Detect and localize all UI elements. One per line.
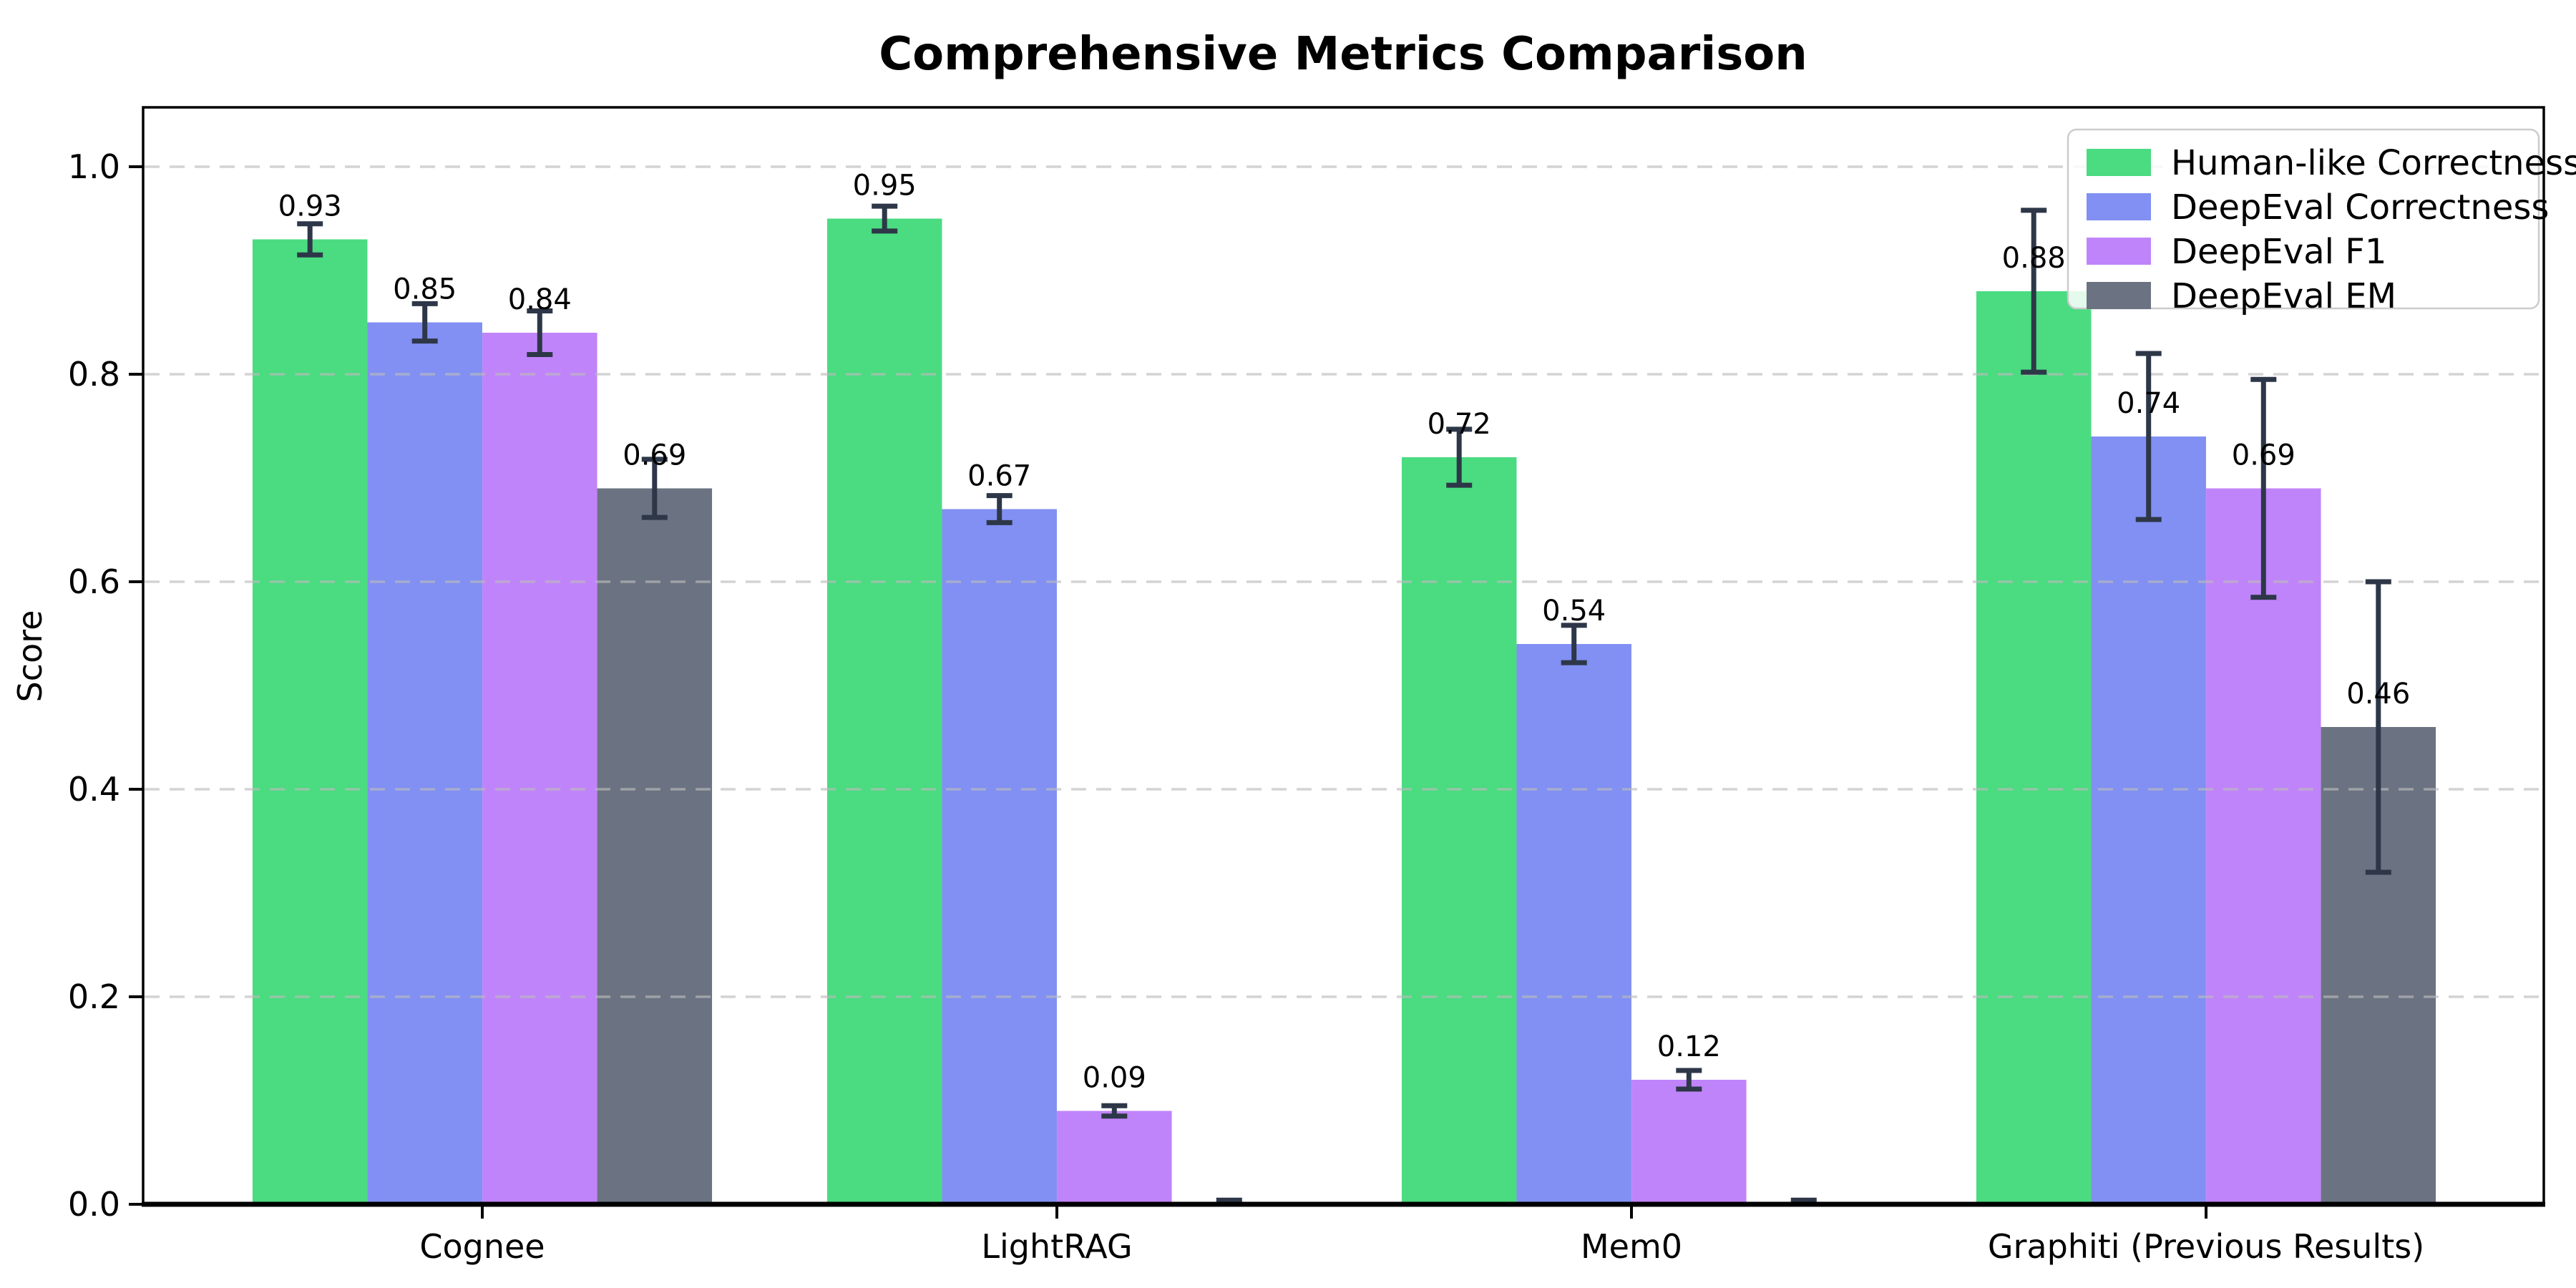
bar: [1631, 1080, 1747, 1204]
legend-label: DeepEval F1: [2171, 232, 2386, 272]
legend-label: Human-like Correctness: [2171, 143, 2576, 183]
legend-box: [2067, 128, 2540, 310]
chart-title: Comprehensive Metrics Comparison: [879, 28, 1807, 81]
bar-value-label: 0.69: [2232, 439, 2296, 472]
legend-label: DeepEval EM: [2171, 276, 2396, 316]
y-axis-label: Score: [11, 610, 49, 703]
legend-swatch: [2087, 238, 2151, 265]
bar: [826, 218, 942, 1204]
bar-value-label: 0.95: [853, 170, 917, 203]
bar-value-label: 0.84: [508, 283, 572, 316]
y-tick-label: 0.0: [68, 1185, 120, 1224]
bar: [1057, 1111, 1172, 1204]
bar: [2091, 436, 2206, 1204]
bar-value-label: 0.72: [1428, 408, 1491, 441]
bar: [942, 509, 1057, 1204]
x-tick-label: Mem0: [1581, 1227, 1682, 1266]
y-tick-label: 0.8: [68, 355, 120, 394]
bar-value-label: 0.74: [2117, 387, 2180, 420]
x-tick-label: LightRAG: [981, 1227, 1132, 1266]
bar-value-label: 0.67: [967, 460, 1031, 493]
bar-value-label: 0.12: [1657, 1030, 1721, 1063]
y-tick-label: 0.2: [68, 977, 120, 1016]
bar: [482, 333, 597, 1204]
bar: [597, 488, 713, 1204]
bar-value-label: 0.93: [278, 190, 342, 223]
bar: [252, 239, 368, 1204]
x-tick-label: Graphiti (Previous Results): [1988, 1227, 2424, 1266]
bar: [1516, 644, 1631, 1204]
legend-swatch: [2087, 193, 2151, 220]
bar-value-label: 0.85: [393, 273, 457, 306]
bar-value-label: 0.69: [623, 439, 686, 472]
bar-value-label: 0.09: [1083, 1062, 1146, 1095]
legend-swatch: [2087, 282, 2151, 309]
x-tick-label: Cognee: [419, 1227, 545, 1266]
plot-area: 0.93 0.95 0.72 0.88 0.85 0.67 0.54 0.74 0.84 0.09…: [68, 106, 2576, 1266]
bar: [2206, 488, 2321, 1204]
legend-label: DeepEval Correctness: [2171, 187, 2549, 228]
bar-value-label: 0.88: [2002, 242, 2066, 275]
y-tick-label: 1.0: [68, 147, 120, 186]
y-tick-label: 0.6: [68, 562, 120, 601]
bar-value-label: 0.46: [2346, 678, 2410, 711]
bar-value-label: 0.54: [1542, 595, 1606, 628]
y-tick-label: 0.4: [68, 770, 120, 809]
bar: [367, 322, 482, 1204]
legend-swatch: [2087, 149, 2151, 176]
bar: [1976, 291, 2092, 1204]
bar: [1401, 457, 1517, 1204]
